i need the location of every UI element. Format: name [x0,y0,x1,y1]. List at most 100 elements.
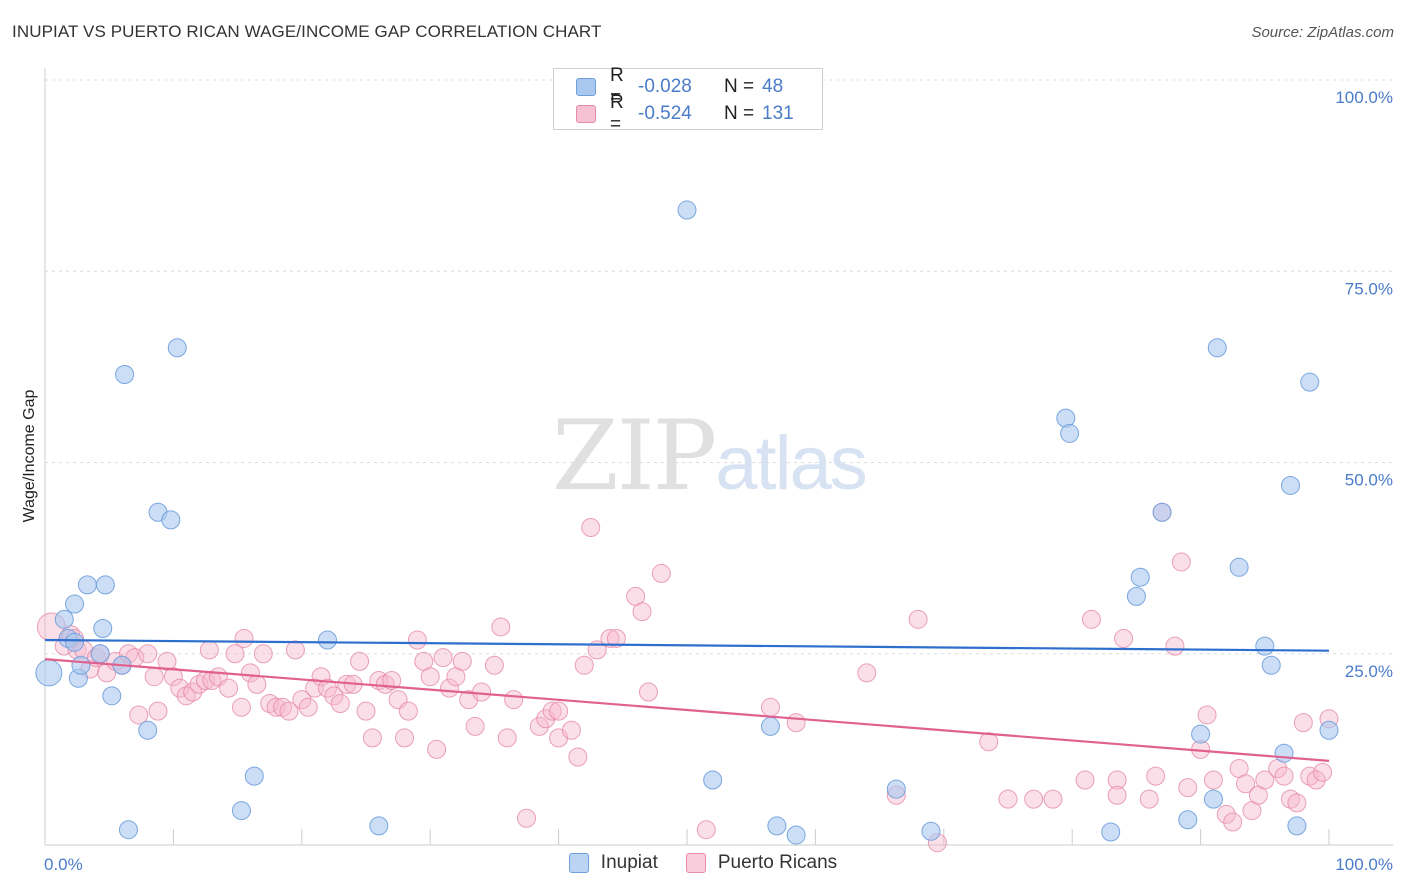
puerto-ricans-point [382,671,402,691]
legend-n-value: 48 [762,76,784,97]
inupiat-point [102,686,122,706]
watermark-atlas: atlas [715,421,868,506]
puerto-ricans-points [36,502,1339,853]
puerto-ricans-point [542,701,562,721]
legend-item-puerto-ricans[interactable]: Puerto Ricans [685,852,837,874]
inupiat-point [77,575,97,595]
legend-r-value: -0.524 [638,103,692,124]
puerto-ricans-point [199,640,219,660]
inupiat-point [65,632,85,652]
puerto-ricans-point [1274,766,1294,786]
puerto-ricans-point [600,628,620,648]
puerto-ricans-point [420,667,440,687]
puerto-ricans-point [1287,793,1307,813]
legend-n-label: N = [724,76,755,97]
puerto-ricans-point [148,701,168,721]
puerto-ricans-point [219,678,239,698]
inupiat-point [1229,557,1249,577]
inupiat-point [115,365,135,385]
inupiat-point [138,720,158,740]
puerto-ricans-point [247,674,267,694]
puerto-ricans-point [1236,774,1256,794]
puerto-ricans-point [908,609,928,629]
inupiat-point [767,816,787,836]
legend-item-inupiat[interactable]: Inupiat [568,852,658,874]
puerto-ricans-point [330,693,350,713]
puerto-ricans-point [231,697,251,717]
puerto-ricans-point [1313,762,1333,782]
puerto-ricans-point [253,644,273,664]
series-legend: Inupiat Puerto Ricans [0,852,1406,874]
inupiat-point [1178,810,1198,830]
y-axis-label: Wage/Income Gap [21,390,38,523]
puerto-ricans-point [183,682,203,702]
inupiat-point [1280,475,1300,495]
puerto-ricans-point [395,728,415,748]
inupiat-point [921,821,941,841]
y-tick-label: 50.0% [1345,471,1393,490]
puerto-ricans-point [1165,636,1185,656]
puerto-ricans-point [439,678,459,698]
puerto-ricans-point [292,690,312,710]
puerto-ricans-point [1203,770,1223,790]
puerto-ricans-point [1024,789,1044,809]
inupiat-swatch [576,78,596,96]
puerto-ricans-point [504,690,524,710]
inupiat-point [317,630,337,650]
inupiat-trend-line [44,638,1330,652]
puerto-ricans-point [240,663,260,683]
legend-r-value: -0.028 [638,76,692,97]
puerto-ricans-trend-line [44,658,1330,762]
puerto-ricans-point [225,644,245,664]
y-tick-label: 25.0% [1345,662,1393,681]
inupiat-point [786,825,806,845]
legend-n-value: 131 [762,103,794,124]
inupiat-point [886,779,906,799]
puerto-ricans-point [1146,766,1166,786]
inupiat-points [35,200,1339,845]
legend-n-label: N = [724,103,755,124]
inupiat-point [65,594,85,614]
puerto-ricans-point [1178,778,1198,798]
inupiat-point [90,644,110,664]
puerto-ricans-point [433,648,453,668]
puerto-ricans-point [1223,812,1243,832]
ticks: 25.0% 50.0% 75.0% 100.0% 0.0% 100.0% [44,88,1393,874]
inupiat-point [1203,789,1223,809]
puerto-ricans-point [606,628,626,648]
puerto-ricans-point [266,697,286,717]
puerto-ricans-point [452,651,472,671]
inupiat-point [1152,502,1172,522]
gridlines [45,79,1393,655]
puerto-ricans-point [1139,789,1159,809]
inupiat-point [1300,372,1320,392]
puerto-ricans-point [574,655,594,675]
puerto-ricans-point [786,713,806,733]
inupiat-point [1101,822,1121,842]
puerto-ricans-point [144,667,164,687]
puerto-ricans-point [1216,804,1236,824]
inupiat-point [54,609,74,629]
legend-row-puerto-ricans: R = -0.524 N = 131 [576,92,794,135]
puerto-ricans-point [529,716,549,736]
legend-r-label: R = [610,92,624,135]
puerto-ricans-point [1043,789,1063,809]
legend-label-inupiat: Inupiat [600,852,658,873]
puerto-ricans-point [350,651,370,671]
puerto-ricans-point [129,705,149,725]
puerto-ricans-point [472,682,492,702]
puerto-ricans-point [1293,713,1313,733]
puerto-ricans-point [1255,770,1275,790]
puerto-ricans-point [568,747,588,767]
puerto-ricans-point [170,678,190,698]
puerto-ricans-point [638,682,658,702]
puerto-ricans-point [491,617,511,637]
puerto-ricans-point [632,602,652,622]
inupiat-point [1130,567,1150,587]
legend-row-inupiat: R = -0.028 N = 48 [576,65,784,108]
puerto-ricans-point [1171,552,1191,572]
inupiat-point [167,338,187,358]
puerto-ricans-point [857,663,877,683]
y-tick-label: 100.0% [1335,88,1393,107]
